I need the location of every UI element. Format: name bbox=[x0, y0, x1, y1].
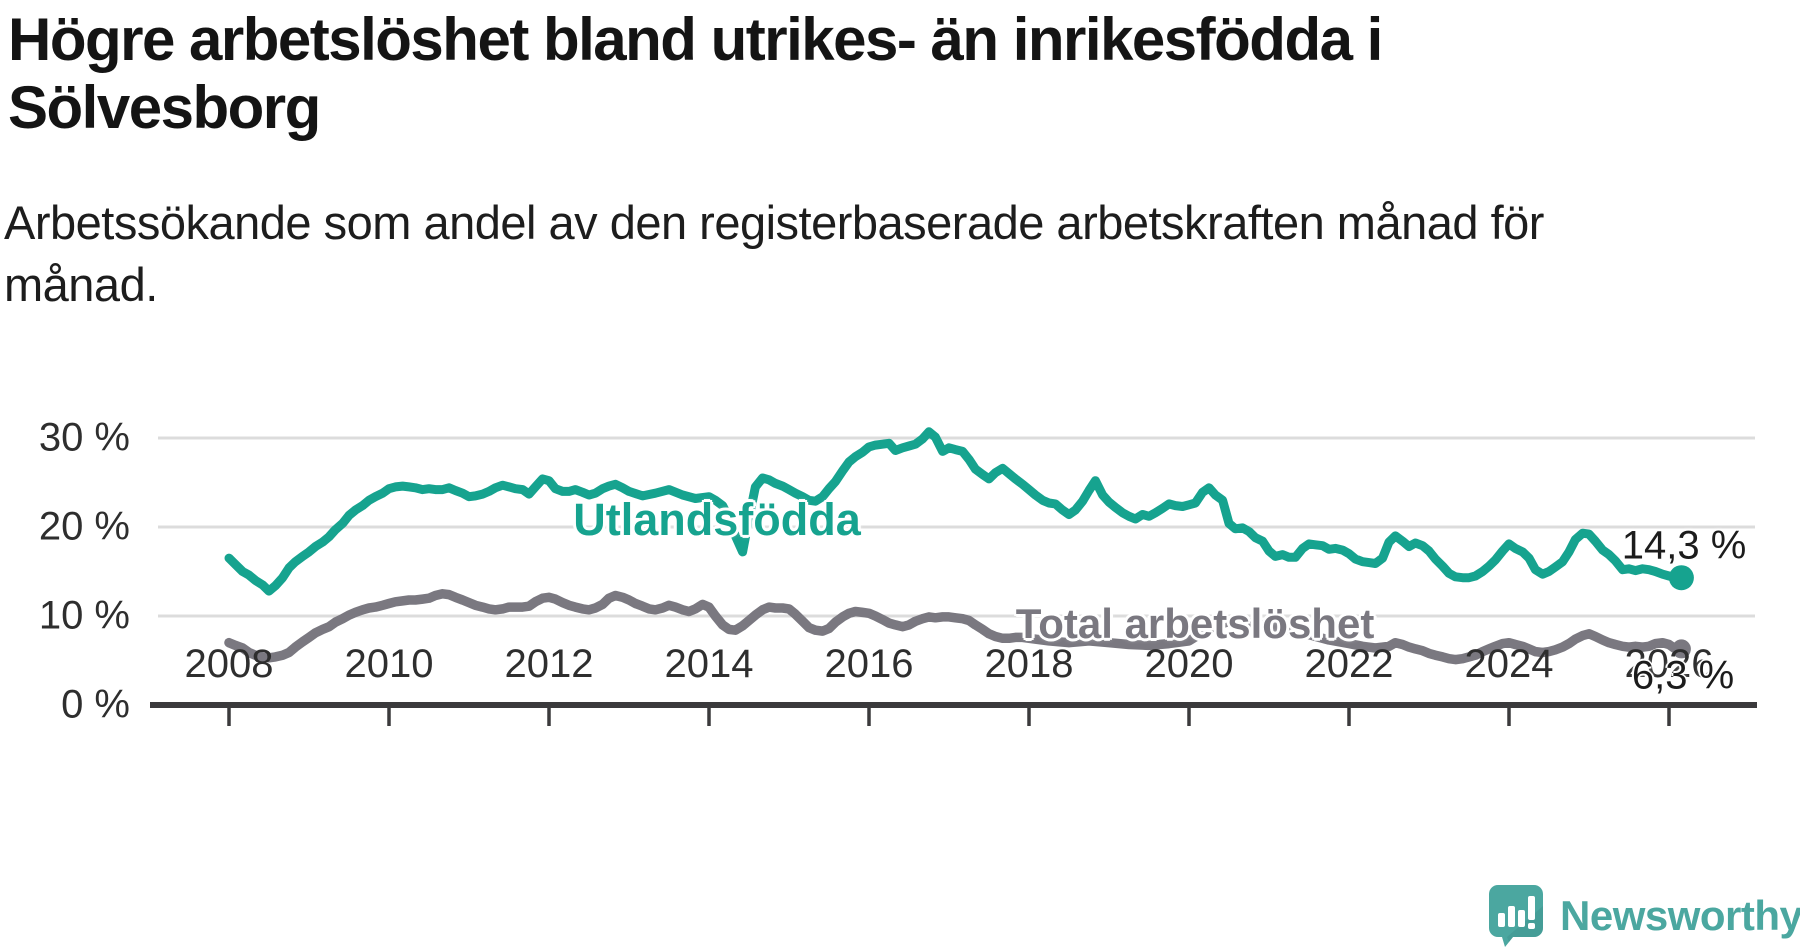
chart-subtitle-line1: Arbetssökande som andel av den registerb… bbox=[4, 196, 1544, 249]
x-axis-label: 2008 bbox=[184, 642, 274, 686]
x-axis-label: 2024 bbox=[1464, 642, 1554, 686]
end-value-label-total: 6,3 % bbox=[1631, 653, 1735, 698]
newsworthy-logo: Newsworthy bbox=[1488, 884, 1800, 948]
x-axis-label: 2012 bbox=[504, 642, 594, 686]
y-axis-label: 30 % bbox=[38, 415, 130, 460]
page-title-line1: Högre arbetslöshet bland utrikes- än inr… bbox=[8, 6, 1383, 73]
line-total-arbetsloshet bbox=[224, 589, 1681, 665]
y-axis-label: 0 % bbox=[61, 682, 130, 727]
end-dot-total bbox=[1671, 639, 1691, 659]
x-axis-label: 2026 bbox=[1624, 642, 1714, 686]
chart-subtitle-line2: månad. bbox=[4, 258, 158, 311]
x-axis-label: 2010 bbox=[344, 642, 434, 686]
series-label-total-arbetsloshet: Total arbetslöshet bbox=[1015, 600, 1375, 647]
line-utlandsfodda bbox=[224, 427, 1680, 596]
x-axis-label: 2020 bbox=[1144, 642, 1234, 686]
y-axis-label: 20 % bbox=[38, 504, 130, 549]
x-axis-label: 2014 bbox=[664, 642, 754, 686]
end-dot-utlandsfodda bbox=[1668, 565, 1694, 591]
newsworthy-logo-icon bbox=[1489, 885, 1543, 947]
x-axis-label: 2022 bbox=[1304, 642, 1394, 686]
x-axis-label: 2016 bbox=[824, 642, 914, 686]
page-title: Högre arbetslöshet bland utrikes- än inr… bbox=[8, 6, 1383, 142]
series-label-utlandsfodda: Utlandsfödda bbox=[573, 494, 861, 545]
end-value-label-utlandsfodda: 14,3 % bbox=[1621, 523, 1747, 568]
page-title-line2: Sölvesborg bbox=[8, 74, 321, 141]
chart-subtitle: Arbetssökande som andel av den registerb… bbox=[4, 192, 1544, 316]
y-axis-label: 10 % bbox=[38, 593, 130, 638]
x-axis-label: 2018 bbox=[984, 642, 1074, 686]
newsworthy-logo-text: Newsworthy bbox=[1560, 892, 1800, 939]
